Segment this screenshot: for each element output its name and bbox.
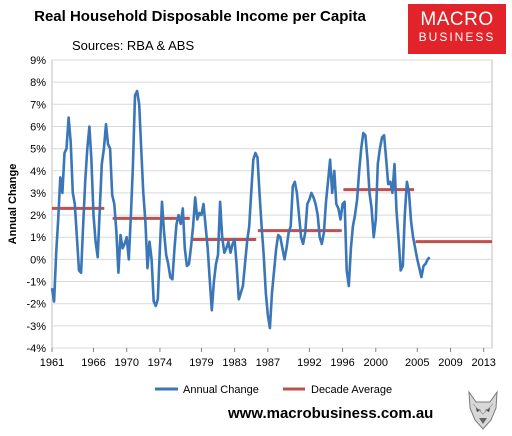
y-tick-label: 5% [30, 144, 46, 156]
x-tick-label: 2013 [471, 357, 495, 369]
x-tick-label: 1979 [189, 357, 213, 369]
x-tick-label: 1970 [114, 357, 138, 369]
y-tick-label: 8% [30, 77, 46, 89]
x-tick-label: 2005 [405, 357, 429, 369]
x-tick-label: 1966 [81, 357, 105, 369]
y-tick-label: -2% [26, 299, 46, 311]
website-url: www.macrobusiness.com.au [228, 405, 434, 422]
x-tick-label: 1996 [330, 357, 354, 369]
source-note: Sources: RBA & ABS [72, 38, 195, 53]
y-tick-label: 0% [30, 254, 46, 266]
x-tick-label: 1992 [297, 357, 321, 369]
y-tick-label: 3% [30, 188, 46, 200]
y-tick-label: 4% [30, 166, 46, 178]
x-tick-label: 1983 [222, 357, 246, 369]
logo-line2: BUSINESS [418, 30, 496, 44]
y-tick-label: -4% [26, 343, 46, 355]
y-tick-label: 1% [30, 232, 46, 244]
y-tick-label: 2% [30, 210, 46, 222]
x-tick-label: 1974 [148, 357, 172, 369]
y-axis-title: Annual Change [7, 164, 19, 245]
y-tick-label: 9% [30, 55, 46, 67]
y-tick-label: 6% [30, 121, 46, 133]
y-tick-label: -1% [26, 277, 46, 289]
x-tick-label: 1961 [40, 357, 64, 369]
macro-business-logo: MACRO BUSINESS [408, 4, 506, 54]
legend-label-decade-average: Decade Average [311, 384, 392, 396]
x-tick-label: 2000 [364, 357, 388, 369]
x-tick-label: 1987 [256, 357, 280, 369]
page-title: Real Household Disposable Income per Cap… [34, 8, 366, 25]
y-tick-label: -3% [26, 321, 46, 333]
x-tick-label: 2009 [438, 357, 462, 369]
y-tick-label: 7% [30, 99, 46, 111]
wolf-logo-icon [463, 388, 503, 432]
annual-change-line [50, 89, 431, 330]
legend-label-annual-change: Annual Change [183, 384, 259, 396]
logo-line1: MACRO [420, 9, 494, 30]
